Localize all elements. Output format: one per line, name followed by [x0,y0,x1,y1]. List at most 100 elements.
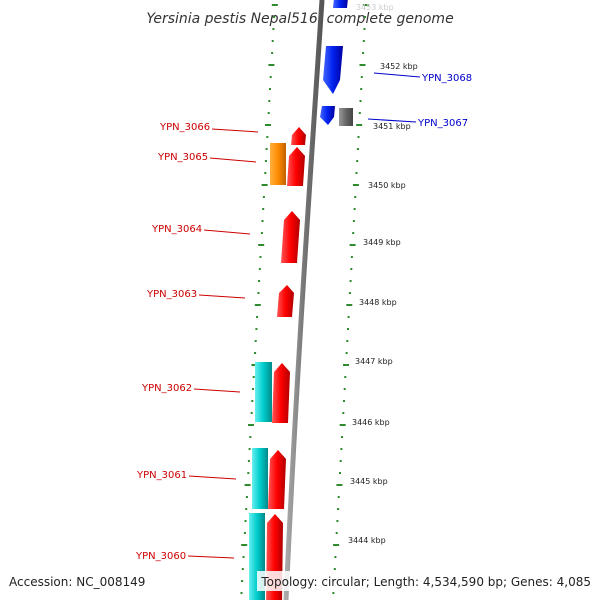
minor-tick [346,340,349,342]
leader-line-ypn-3063 [198,294,246,299]
minor-tick [336,520,339,522]
major-tick [248,424,254,426]
minor-tick [268,100,271,102]
major-tick [333,544,340,546]
leader-line-ypn-3061 [188,475,237,480]
major-tick [349,244,356,246]
minor-tick [337,508,340,510]
major-tick [343,364,349,366]
minor-tick [345,352,348,354]
gene-label-ypn-3062[interactable]: YPN_3062 [141,383,192,394]
gene-label-ypn-3064[interactable]: YPN_3064 [151,224,202,235]
ruler-label-3446: 3446 kbp [352,418,390,427]
ruler-label-3452: 3452 kbp [380,62,418,71]
footer-right-bg [257,571,594,591]
gene-arrow-ypn-3064[interactable] [281,211,300,263]
minor-tick [355,172,358,174]
minor-tick [363,28,366,30]
major-tick [244,484,251,486]
map-title: Yersinia pestis Nepal516, complete genom… [146,11,453,27]
gene-label-ypn-3067[interactable]: YPN_3067 [417,118,468,129]
minor-tick [258,280,261,282]
ruler-label-3453: 3453 kbp [356,3,394,12]
minor-tick [256,316,259,318]
minor-tick [339,472,341,474]
minor-tick [271,52,274,54]
minor-tick [341,436,343,438]
gene-arrow-ypn-3062[interactable] [272,363,290,423]
cds-ypn-3061-cyan[interactable] [252,448,268,509]
gene-arrow-ypn-3067[interactable] [320,106,335,125]
minor-tick [241,568,244,570]
cds-ypn-3065-orange[interactable] [270,143,286,185]
gene-arrow-ypn-3063[interactable] [277,285,294,317]
minor-tick [356,148,359,150]
minor-tick [247,472,250,474]
gene-label-ypn-3065[interactable]: YPN_3065 [157,152,208,163]
minor-tick [350,268,353,270]
ruler-label-3451: 3451 kbp [373,122,411,131]
major-tick [346,304,353,306]
minor-tick [269,76,272,78]
ruler-label-3449: 3449 kbp [363,238,401,247]
minor-tick [257,292,260,294]
minor-tick [342,412,345,414]
major-tick [261,184,268,186]
minor-tick [243,532,246,534]
minor-tick [348,292,351,294]
minor-tick [333,568,336,570]
gene-label-ypn-3061[interactable]: YPN_3061 [136,470,187,481]
leader-line-ypn-3067 [367,118,417,123]
minor-tick [362,52,365,54]
minor-tick [360,88,363,90]
minor-tick [242,556,245,558]
grey-feature[interactable] [339,108,353,126]
cds-ypn-3062-cyan[interactable] [255,362,272,422]
minor-tick [244,520,247,522]
gene-arrow-ypn-3065[interactable] [287,147,305,186]
minor-tick [255,328,258,330]
minor-tick [269,88,271,90]
minor-tick [251,400,254,402]
accession-label: Accession: NC_008149 [9,575,145,589]
minor-tick [272,28,275,30]
major-tick [241,544,248,546]
minor-tick [356,160,359,162]
minor-tick [343,388,346,390]
minor-tick [339,460,342,462]
minor-tick [264,172,267,174]
minor-tick [349,280,352,282]
gene-label-ypn-3060[interactable]: YPN_3060 [135,551,186,562]
major-tick [251,364,258,366]
minor-tick [254,340,257,342]
minor-tick [252,388,254,390]
minor-tick [357,136,360,138]
gene-arrow-ypn-3061[interactable] [268,450,286,509]
minor-tick [332,592,335,594]
forward-strand-features [249,127,306,600]
leader-line-ypn-3062 [193,388,241,393]
minor-tick [354,196,357,198]
minor-tick [254,352,257,354]
gene-labels: YPN_3068 YPN_3067 YPN_3066 YPN_3065 YPN_… [135,72,472,562]
leader-line-ypn-3066 [211,128,259,133]
minor-tick [240,592,243,594]
minor-tick [352,220,355,222]
gene-arrow-ypn-3068[interactable] [323,46,343,94]
minor-tick [245,508,248,510]
ruler-label-3444: 3444 kbp [348,536,386,545]
gene-label-ypn-3068[interactable]: YPN_3068 [421,73,472,84]
gene-arrow-ypn-3066[interactable] [291,127,306,145]
gene-label-ypn-3063[interactable]: YPN_3063 [146,289,197,300]
minor-tick [362,40,365,42]
gene-label-ypn-3066[interactable]: YPN_3066 [159,122,210,133]
minor-tick [271,40,274,42]
gene-arrow-ypn-3069[interactable] [333,0,348,8]
outer-tick-track [332,4,369,594]
minor-tick [260,232,263,234]
minor-tick [267,112,270,114]
ruler-labels: 3453 kbp 3452 kbp 3451 kbp 3450 kbp 3449… [348,3,418,545]
minor-tick [248,448,251,450]
minor-tick [266,136,269,138]
